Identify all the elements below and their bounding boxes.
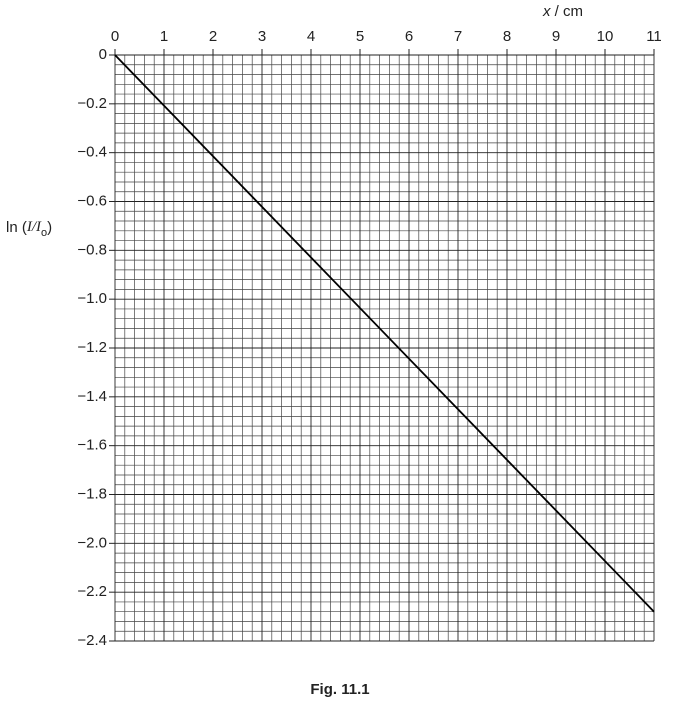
figure-caption: Fig. 11.1 (310, 681, 369, 698)
x-tick-label: 1 (160, 28, 168, 45)
y-label-part: ) (47, 219, 52, 236)
y-tick-label: −1.2 (77, 339, 107, 356)
y-label-sub: o (41, 227, 47, 239)
x-tick-label: 6 (405, 28, 413, 45)
x-tick-label: 3 (258, 28, 266, 45)
y-tick-label: −0.6 (77, 192, 107, 209)
y-tick-label: −1.0 (77, 290, 107, 307)
y-tick-label: −2.0 (77, 534, 107, 551)
x-axis-label: x / cm (542, 3, 583, 20)
x-label-unit: / cm (551, 3, 584, 20)
y-tick-label: −1.8 (77, 485, 107, 502)
x-tick-label: 2 (209, 28, 217, 45)
y-tick-label: −1.4 (77, 388, 107, 405)
y-tick-label: −0.2 (77, 95, 107, 112)
y-tick-label: −0.4 (77, 144, 107, 161)
y-tick-label: −2.2 (77, 583, 107, 600)
x-tick-label: 9 (552, 28, 560, 45)
x-tick-label: 7 (454, 28, 462, 45)
data-line (114, 54, 655, 613)
x-tick-label: 4 (307, 28, 315, 45)
y-axis-label: ln (I/Io) (6, 219, 52, 239)
x-tick-label: 5 (356, 28, 364, 45)
y-tick-label: −2.4 (77, 632, 107, 649)
y-tick-label: 0 (99, 46, 107, 63)
x-tick-label: 11 (646, 28, 662, 45)
x-tick-label: 0 (111, 28, 119, 45)
y-label-part: I/I (26, 219, 42, 235)
y-tick-label: −0.8 (77, 241, 107, 258)
y-tick-label: −1.6 (77, 437, 107, 454)
x-label-var: x (542, 3, 551, 20)
x-tick-label: 8 (503, 28, 511, 45)
y-label-part: ln ( (6, 219, 27, 236)
x-tick-label: 10 (597, 28, 614, 45)
